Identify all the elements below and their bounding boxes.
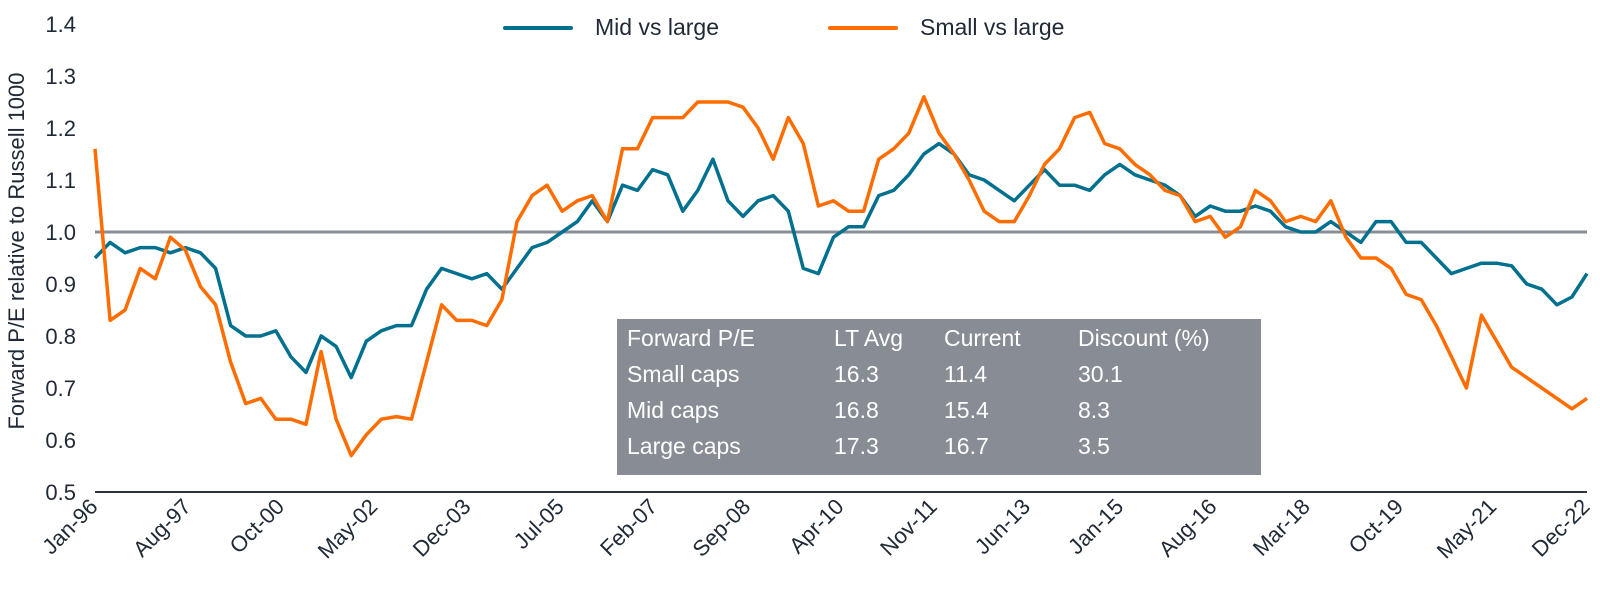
table-header: LT Avg [834,325,904,351]
table-cell: 30.1 [1078,361,1123,387]
table-cell: 16.7 [944,433,989,459]
legend-item-small: Small vs large [828,14,1064,41]
x-tick-label: Jul-05 [509,494,569,554]
legend-swatch-small [828,25,898,30]
y-tick-label: 1.2 [45,116,76,141]
x-tick-label: Apr-10 [784,494,848,558]
x-tick-label: May-02 [313,494,383,564]
x-tick-label: May-21 [1432,494,1502,564]
y-tick-label: 1.4 [45,12,76,37]
x-tick-label: Aug-97 [128,494,196,562]
table-cell: Small caps [627,361,740,387]
table-cell: 17.3 [834,433,879,459]
table-cell: 8.3 [1078,397,1110,423]
x-tick-label: Dec-22 [1527,494,1595,562]
table-row: Large caps 17.3 16.7 3.5 [617,433,1261,466]
pe-table: Forward P/E LT Avg Current Discount (%) … [617,319,1261,475]
y-tick-label: 0.5 [45,480,76,505]
y-tick-label: 0.7 [45,376,76,401]
table-cell: Mid caps [627,397,720,423]
y-tick-label: 1.3 [45,64,76,89]
x-tick-label: Jan-15 [1063,494,1128,559]
table-row: Mid caps 16.8 15.4 8.3 [617,397,1261,430]
x-tick-label: Oct-19 [1344,494,1408,558]
x-tick-label: Aug-16 [1154,494,1222,562]
y-tick-label: 0.8 [45,324,76,349]
x-tick-label: Oct-00 [225,494,289,558]
x-tick-label: Mar-18 [1248,494,1315,561]
x-tick-label: Sep-08 [687,494,755,562]
table-header-row: Forward P/E LT Avg Current Discount (%) [617,325,1261,358]
series-line-small-vs-large [93,95,1588,458]
legend-swatch-mid [503,25,573,30]
legend-item-mid: Mid vs large [503,14,719,41]
table-header: Discount (%) [1078,325,1210,351]
table-header: Forward P/E [627,325,755,351]
table-header: Current [944,325,1021,351]
legend-label-mid: Mid vs large [595,14,719,40]
x-tick-label: Jun-13 [970,494,1035,559]
table-cell: 16.3 [834,361,879,387]
table-cell: 16.8 [834,397,879,423]
y-tick-label: 0.6 [45,428,76,453]
y-axis-label: Forward P/E relative to Russell 1000 [4,72,29,430]
x-tick-label: Nov-11 [875,494,942,561]
series-line-mid-vs-large [93,141,1589,380]
table-cell: 3.5 [1078,433,1110,459]
y-tick-label: 1.0 [45,220,76,245]
table-cell: Large caps [627,433,741,459]
table-cell: 15.4 [944,397,989,423]
x-tick-label: Dec-03 [408,494,476,562]
y-tick-label: 0.9 [45,272,76,297]
table-cell: 11.4 [944,361,988,387]
legend-label-small: Small vs large [920,14,1065,40]
y-tick-label: 1.1 [45,168,76,193]
x-tick-label: Feb-07 [595,494,662,561]
table-row: Small caps 16.3 11.4 30.1 [617,361,1261,394]
